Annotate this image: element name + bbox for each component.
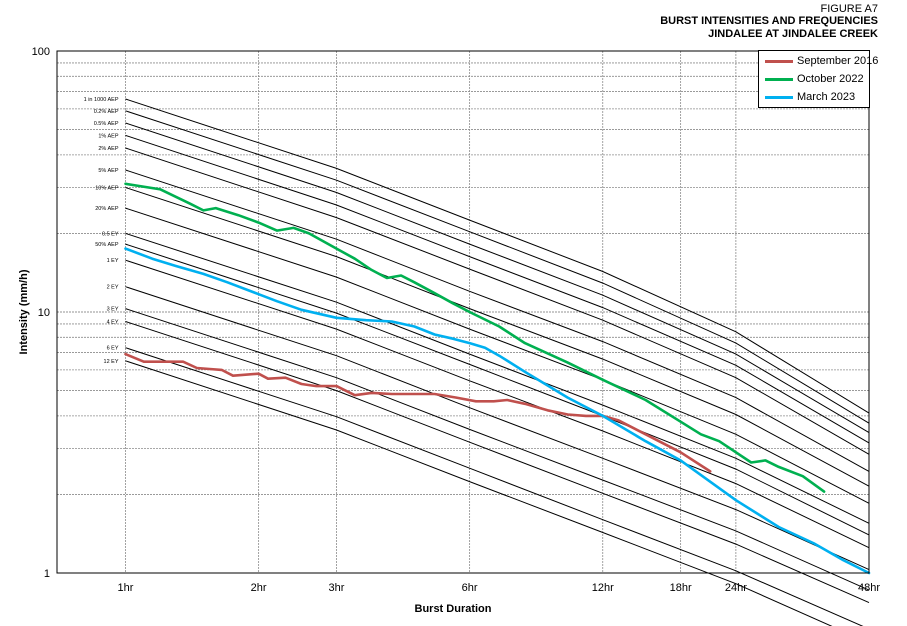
legend-item-march-2023: March 2023 xyxy=(765,90,855,104)
legend-label: March 2023 xyxy=(797,91,856,103)
x-tick-label: 48hr xyxy=(858,582,880,594)
legend-swatch xyxy=(765,95,793,99)
x-tick-label: 18hr xyxy=(670,582,692,594)
ifd-curve xyxy=(125,122,870,434)
y-tick-label: 100 xyxy=(32,46,50,58)
series-line xyxy=(124,352,712,473)
legend-item-september-2016: September 2016 xyxy=(765,54,878,68)
ifd-curve xyxy=(125,321,870,604)
x-tick-label: 24hr xyxy=(725,582,747,594)
ifd-curve-label: 0.5 EY xyxy=(102,231,119,237)
figure-number: FIGURE A7 xyxy=(820,3,878,15)
ifd-curve xyxy=(125,110,870,424)
ifd-curve-label: 12 EY xyxy=(104,359,119,365)
series-line xyxy=(124,247,871,575)
ifd-curve xyxy=(125,98,870,414)
ifd-curve-label: 10% AEP xyxy=(95,185,119,191)
legend-label: October 2022 xyxy=(797,73,864,85)
chart-legend: September 2016 October 2022 March 2023 xyxy=(758,50,878,108)
ifd-curve-label: 0.5% AEP xyxy=(94,121,119,127)
y-tick-label: 10 xyxy=(38,307,50,319)
plot-frame xyxy=(56,50,870,574)
ifd-curve xyxy=(125,187,870,487)
ifd-curve xyxy=(125,308,870,591)
ifd-curve xyxy=(125,360,833,626)
chart-title-line-1: BURST INTENSITIES AND FREQUENCIES xyxy=(660,15,878,27)
x-tick-label: 1hr xyxy=(118,582,134,594)
ifd-curve xyxy=(125,243,870,536)
x-tick-label: 6hr xyxy=(462,582,478,594)
ifd-curve xyxy=(125,286,870,571)
ifd-curve-labels: 1 in 1000 AEP 0.2% AEP 0.5% AEP 1% AEP 2% AE… xyxy=(84,97,119,365)
ifd-curve-label: 4 EY xyxy=(107,319,119,325)
ifd-curve-label: 0.2% AEP xyxy=(94,109,119,115)
legend-swatch xyxy=(765,59,793,63)
x-tick-label: 3hr xyxy=(329,582,345,594)
legend-label: September 2016 xyxy=(797,55,879,67)
chart-title-line-2: JINDALEE AT JINDALEE CREEK xyxy=(708,28,878,40)
ifd-curve-label: 6 EY xyxy=(107,346,119,352)
series-line xyxy=(124,182,826,493)
ifd-curve xyxy=(125,259,870,549)
legend-item-october-2022: October 2022 xyxy=(765,72,864,86)
ifd-curve-label: 3 EY xyxy=(107,307,119,313)
x-tick-label: 12hr xyxy=(592,582,614,594)
ifd-curve-label: 1 in 1000 AEP xyxy=(84,97,119,103)
x-tick-label: 2hr xyxy=(251,582,267,594)
ifd-curve xyxy=(125,169,870,472)
x-axis-label: Burst Duration xyxy=(415,603,492,615)
chart-grid xyxy=(57,50,870,574)
chart-series xyxy=(124,182,871,575)
y-tick-labels: 1 10 100 xyxy=(32,46,50,580)
y-axis-label: Intensity (mm/h) xyxy=(18,269,30,354)
legend-swatch xyxy=(765,77,793,81)
ifd-curve-label: 1% AEP xyxy=(98,133,119,139)
ifd-curve-label: 5% AEP xyxy=(98,168,119,174)
ifd-curve xyxy=(125,134,870,444)
ifd-curve-label: 2% AEP xyxy=(98,146,119,152)
ifd-curves xyxy=(125,98,870,626)
ifd-curve-label: 20% AEP xyxy=(95,206,119,212)
y-tick-label: 1 xyxy=(44,568,50,580)
ifd-curve-label: 50% AEP xyxy=(95,242,119,248)
ifd-curve xyxy=(125,347,864,626)
ifd-curve xyxy=(125,147,870,455)
ifd-curve-label: 2 EY xyxy=(107,285,119,291)
ifd-curve xyxy=(125,207,870,504)
ifd-curve-label: 1 EY xyxy=(107,258,119,264)
x-tick-labels: 1hr 2hr 3hr 6hr 12hr 18hr 24hr 48hr xyxy=(118,582,881,594)
